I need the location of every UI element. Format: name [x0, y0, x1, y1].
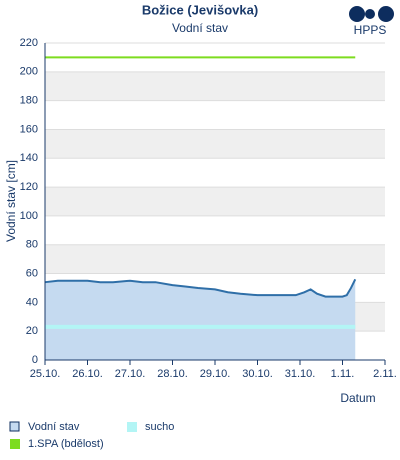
- y-tick-label: 200: [20, 66, 38, 78]
- grid-band: [45, 129, 385, 159]
- y-tick-label: 180: [20, 95, 38, 107]
- chart-subtitle: Vodní stav: [172, 21, 228, 35]
- legend-swatch: [9, 421, 20, 432]
- line: [44, 278, 357, 298]
- chart-title: Božice (Jevišovka): [142, 2, 258, 17]
- y-tick-label: 0: [32, 354, 38, 366]
- legend-label: sucho: [145, 421, 174, 433]
- y-tick-label: 80: [26, 239, 38, 251]
- legend-label: Vodní stav: [28, 421, 80, 433]
- x-tick-label: 1.11.: [331, 368, 355, 380]
- y-tick-label: 220: [20, 37, 38, 49]
- legend-swatch: [10, 439, 20, 449]
- area-fill: [45, 279, 356, 360]
- y-tick-label: 40: [26, 296, 38, 308]
- y-tick-label: 20: [26, 325, 38, 337]
- x-tick-label: 29.10.: [200, 368, 231, 380]
- legend-swatch: [127, 422, 137, 432]
- grid-band: [45, 71, 385, 101]
- y-tick-label: 160: [20, 123, 38, 135]
- grid-band: [45, 244, 385, 274]
- x-tick-label: 2.11.: [373, 368, 397, 380]
- x-axis-label: Datum: [340, 391, 375, 405]
- logo-text: HPPS: [354, 23, 387, 37]
- x-tick-label: 25.10.: [30, 368, 61, 380]
- y-axis-label: Vodní stav [cm]: [4, 160, 18, 242]
- x-tick-label: 26.10.: [72, 368, 103, 380]
- x-tick-label: 30.10.: [242, 368, 273, 380]
- x-tick-label: 27.10.: [115, 368, 146, 380]
- x-tick-label: 28.10.: [157, 368, 188, 380]
- y-tick-label: 140: [20, 152, 38, 164]
- grid-band: [45, 187, 385, 216]
- logo: HPPS: [349, 6, 394, 37]
- legend-label: 1.SPA (bdělost): [28, 438, 104, 450]
- x-tick-label: 31.10.: [285, 368, 316, 380]
- y-tick-label: 100: [20, 210, 38, 222]
- y-tick-label: 120: [20, 181, 38, 193]
- y-tick-label: 60: [26, 267, 38, 279]
